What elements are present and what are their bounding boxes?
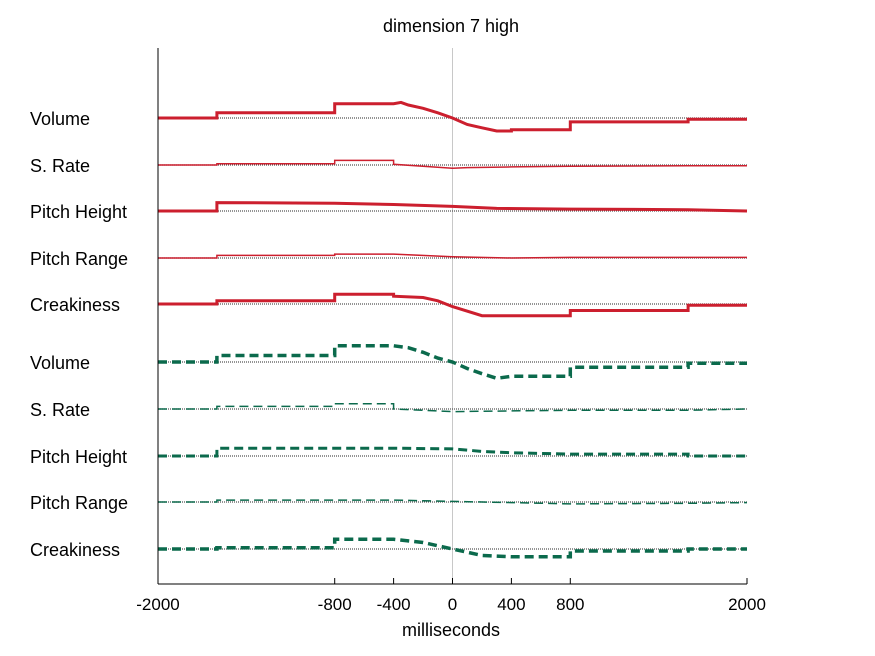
- row-label: Volume: [30, 109, 90, 129]
- series-layer: [158, 100, 748, 559]
- series-line-solid-creakiness: [158, 292, 747, 318]
- row-label: S. Rate: [30, 156, 90, 176]
- x-axis: -2000 -800 -400 0 400 800 2000: [136, 48, 766, 614]
- x-tick-label: 2000: [728, 595, 766, 614]
- row-label: Creakiness: [30, 295, 120, 315]
- series-line-dashed-creakiness: [158, 537, 747, 559]
- x-tick-label: -400: [377, 595, 411, 614]
- series-line-dashed-s-rate: [158, 403, 748, 413]
- row-label-layer: Volume S. Rate Pitch Height Pitch Range Crea…: [30, 109, 128, 560]
- row-label: Pitch Range: [30, 249, 128, 269]
- series-line-solid-s-rate: [158, 159, 747, 170]
- row-label: Pitch Height: [30, 202, 127, 222]
- x-tick-label: -800: [318, 595, 352, 614]
- row-label: Pitch Range: [30, 493, 128, 513]
- x-tick-label: 0: [448, 595, 457, 614]
- row-label: Creakiness: [30, 540, 120, 560]
- row-label: Pitch Height: [30, 447, 127, 467]
- x-axis-label: milliseconds: [402, 620, 500, 640]
- x-tick-label: -2000: [136, 595, 179, 614]
- x-tick-label: 400: [497, 595, 525, 614]
- series-line-solid-volume: [158, 100, 747, 133]
- chart-title: dimension 7 high: [383, 16, 519, 36]
- series-line-dashed-pitch-range: [158, 499, 748, 505]
- series-line-dashed-pitch-height: [158, 446, 747, 458]
- row-label: S. Rate: [30, 400, 90, 420]
- row-label: Volume: [30, 353, 90, 373]
- x-tick-label: 800: [556, 595, 584, 614]
- series-line-dashed-volume: [158, 344, 747, 381]
- series-line-solid-pitch-range: [158, 253, 747, 259]
- series-line-solid-pitch-height: [158, 201, 748, 213]
